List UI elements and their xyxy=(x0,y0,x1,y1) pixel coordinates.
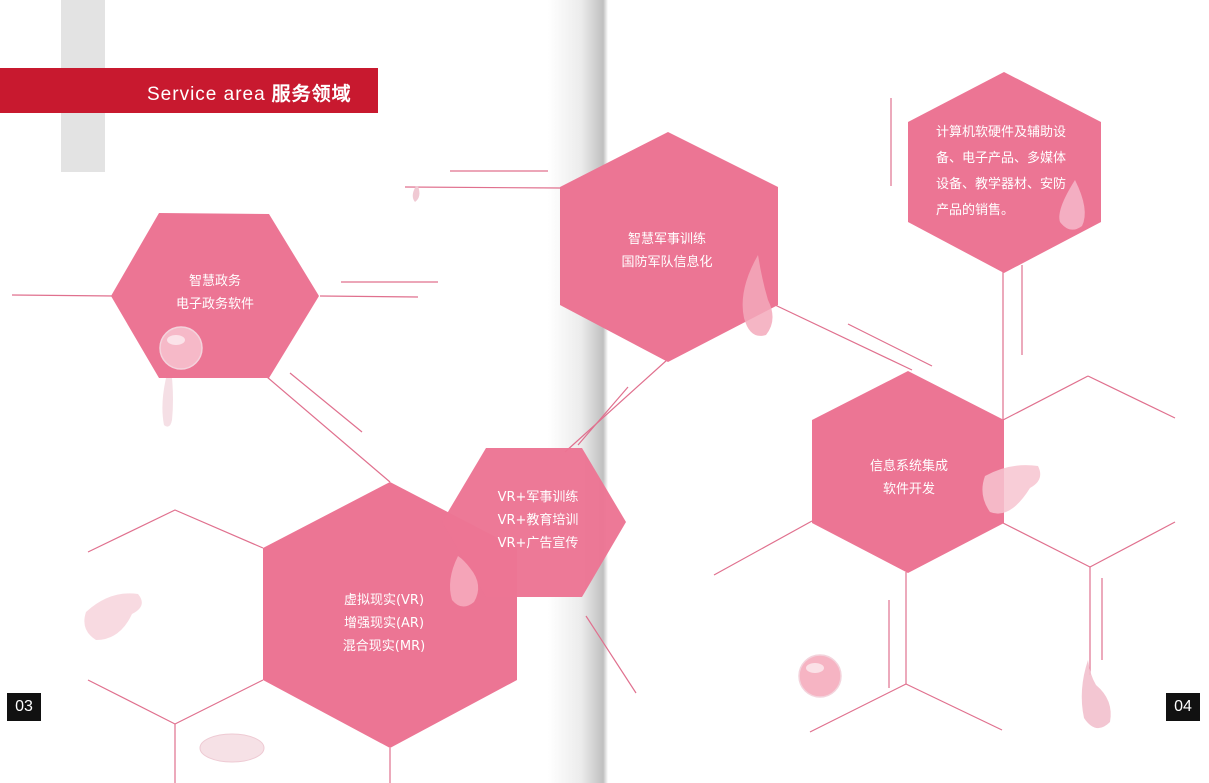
connector-line xyxy=(585,615,637,694)
connector-line xyxy=(1089,521,1176,568)
service-vr-line1: VR+军事训练 xyxy=(497,490,579,505)
connector-line xyxy=(289,372,363,433)
service-integration-line2: 软件开发 xyxy=(882,482,935,497)
water-drop xyxy=(1059,180,1085,230)
service-vr-line2: VR+教育培训 xyxy=(497,513,579,528)
service-vr-line3: VR+广告宣传 xyxy=(497,536,579,551)
outline-hex-edge xyxy=(87,679,264,725)
water-drop xyxy=(1081,660,1111,729)
service-sales-text: 计算机软硬件及辅助设备、电子产品、多媒体设备、教学器材、安防产品的销售。 xyxy=(936,125,1067,218)
section-title: Service area 服务领域 xyxy=(147,79,352,106)
page-gutter-shadow xyxy=(548,0,608,783)
section-title-zh: 服务领域 xyxy=(271,83,352,105)
water-drop xyxy=(199,733,265,763)
hexagon-vr-text: VR+军事训练 VR+教育培训 VR+广告宣传 xyxy=(488,486,588,555)
hexagon-gov-text: 智慧政务 电子政务软件 xyxy=(165,270,265,316)
hexagon-military-text: 智慧军事训练 国防军队信息化 xyxy=(612,228,722,274)
connector-line xyxy=(905,683,1003,731)
water-drop xyxy=(450,556,479,607)
service-military-line1: 智慧军事训练 xyxy=(627,232,706,247)
connector-line xyxy=(577,386,629,446)
service-integration-line1: 信息系统集成 xyxy=(869,459,948,474)
outline-hex-edge xyxy=(87,509,264,553)
connector-line xyxy=(1087,375,1176,419)
connector-line xyxy=(809,683,907,733)
service-xr-line3: 混合现实(MR) xyxy=(342,639,426,654)
water-drop xyxy=(742,255,773,336)
connector-line xyxy=(774,304,913,371)
water-drop xyxy=(162,378,173,427)
service-gov-line2: 电子政务软件 xyxy=(175,297,254,312)
hexagon-military xyxy=(560,132,778,362)
hexagon-integration xyxy=(812,371,1004,573)
service-xr-line2: 增强现实(AR) xyxy=(343,616,425,631)
hexagon-integration-text: 信息系统集成 软件开发 xyxy=(857,455,961,501)
hexagon-xr xyxy=(263,482,517,748)
connector-line xyxy=(713,520,813,576)
connector-line xyxy=(1002,522,1091,568)
page-number-right: 04 xyxy=(1166,693,1200,721)
water-drop-shine xyxy=(167,335,185,345)
section-banner xyxy=(0,68,378,113)
connector-line xyxy=(847,323,933,367)
connector-line xyxy=(319,295,419,298)
water-drop xyxy=(798,654,842,698)
water-drop xyxy=(159,326,203,370)
water-drop xyxy=(982,465,1041,514)
water-drop xyxy=(84,593,142,640)
service-military-line2: 国防军队信息化 xyxy=(621,255,713,270)
connector-line xyxy=(11,294,116,297)
hexagon-xr-text: 虚拟现实(VR) 增强现实(AR) 混合现实(MR) xyxy=(334,589,434,658)
service-xr-line1: 虚拟现实(VR) xyxy=(343,593,425,608)
page-number-left: 03 xyxy=(7,693,41,721)
water-drop-shine xyxy=(806,663,824,673)
service-gov-line1: 智慧政务 xyxy=(188,274,241,289)
water-drop xyxy=(412,186,420,202)
connector-line xyxy=(266,376,391,483)
water-drops xyxy=(84,180,1111,763)
connector-line xyxy=(404,186,561,189)
section-title-en: Service area xyxy=(147,84,266,105)
hexagon-sales xyxy=(908,72,1101,273)
connector-line xyxy=(1002,375,1089,421)
connector-line xyxy=(564,359,668,453)
hexagon-vr xyxy=(442,448,626,597)
